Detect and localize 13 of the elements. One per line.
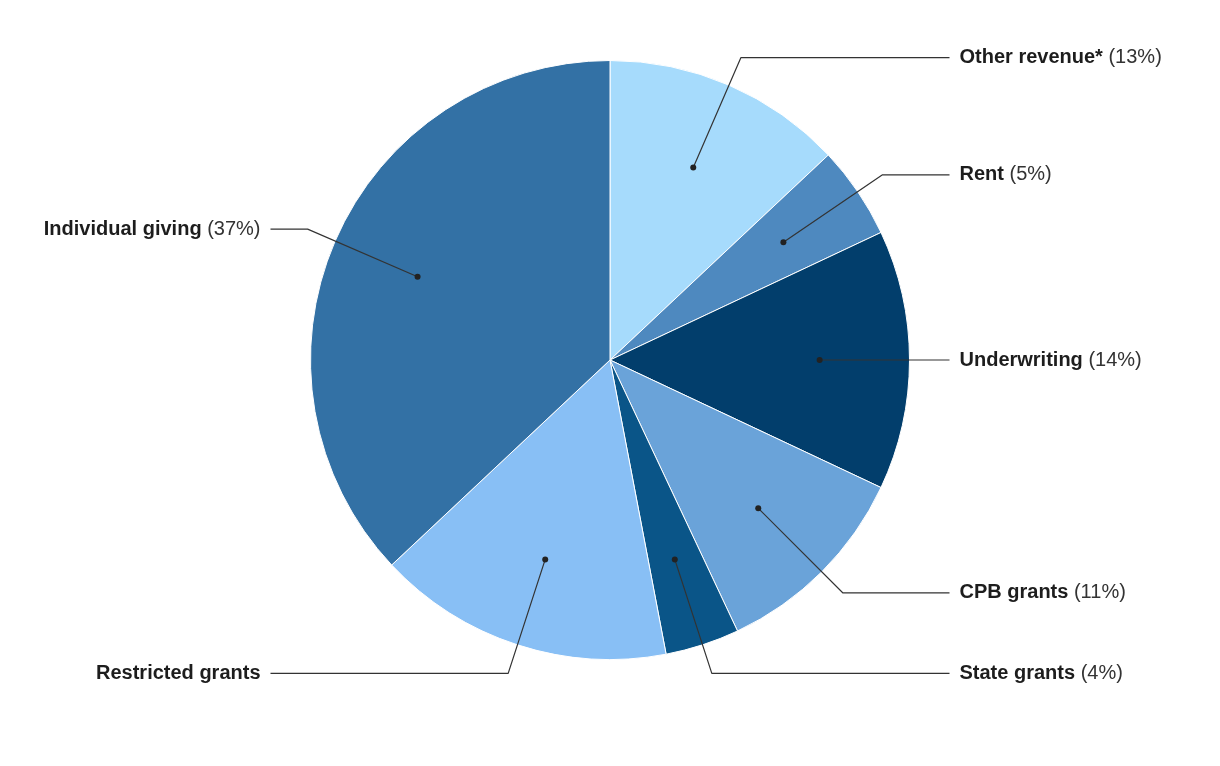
- slice-label: Underwriting: [959, 347, 1083, 370]
- slice-label: CPB grants: [959, 580, 1069, 603]
- data-label: (11%): [1068, 580, 1126, 603]
- data-label: (5%): [1003, 162, 1052, 185]
- slice-label: Other revenue*: [959, 45, 1104, 68]
- data-label: (37%): [201, 216, 261, 239]
- slice-label: Rent: [959, 162, 1005, 185]
- slice-label: Individual giving: [43, 216, 202, 239]
- data-label: (4%): [1075, 660, 1123, 683]
- slice-label: Restricted grants: [96, 660, 261, 683]
- data-label: (14%): [1082, 347, 1142, 370]
- data-label: (13%): [1102, 45, 1162, 68]
- slice-label: State grants: [959, 660, 1076, 683]
